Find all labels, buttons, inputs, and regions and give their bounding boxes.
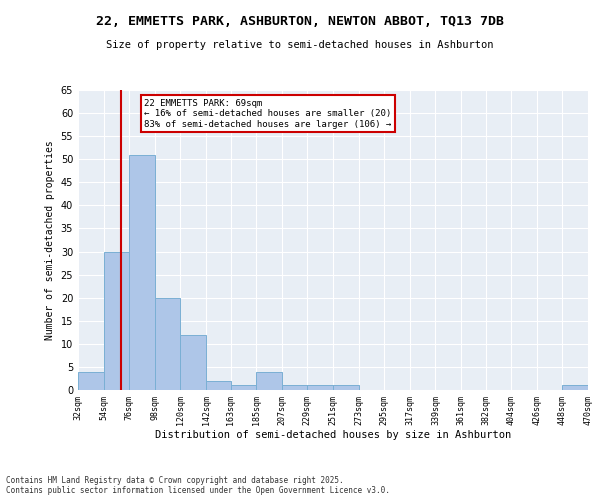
- Text: 22 EMMETTS PARK: 69sqm
← 16% of semi-detached houses are smaller (20)
83% of sem: 22 EMMETTS PARK: 69sqm ← 16% of semi-det…: [145, 99, 392, 129]
- Bar: [78, 372, 104, 390]
- Text: Contains HM Land Registry data © Crown copyright and database right 2025.
Contai: Contains HM Land Registry data © Crown c…: [6, 476, 390, 495]
- Bar: [104, 252, 129, 390]
- Bar: [256, 372, 282, 390]
- Bar: [206, 381, 230, 390]
- Bar: [333, 386, 359, 390]
- Text: 22, EMMETTS PARK, ASHBURTON, NEWTON ABBOT, TQ13 7DB: 22, EMMETTS PARK, ASHBURTON, NEWTON ABBO…: [96, 15, 504, 28]
- Bar: [155, 298, 181, 390]
- Bar: [282, 386, 307, 390]
- Text: Size of property relative to semi-detached houses in Ashburton: Size of property relative to semi-detach…: [106, 40, 494, 50]
- Y-axis label: Number of semi-detached properties: Number of semi-detached properties: [45, 140, 55, 340]
- Bar: [129, 154, 155, 390]
- Bar: [181, 334, 206, 390]
- Bar: [562, 386, 588, 390]
- X-axis label: Distribution of semi-detached houses by size in Ashburton: Distribution of semi-detached houses by …: [155, 430, 511, 440]
- Bar: [307, 386, 333, 390]
- Bar: [230, 386, 256, 390]
